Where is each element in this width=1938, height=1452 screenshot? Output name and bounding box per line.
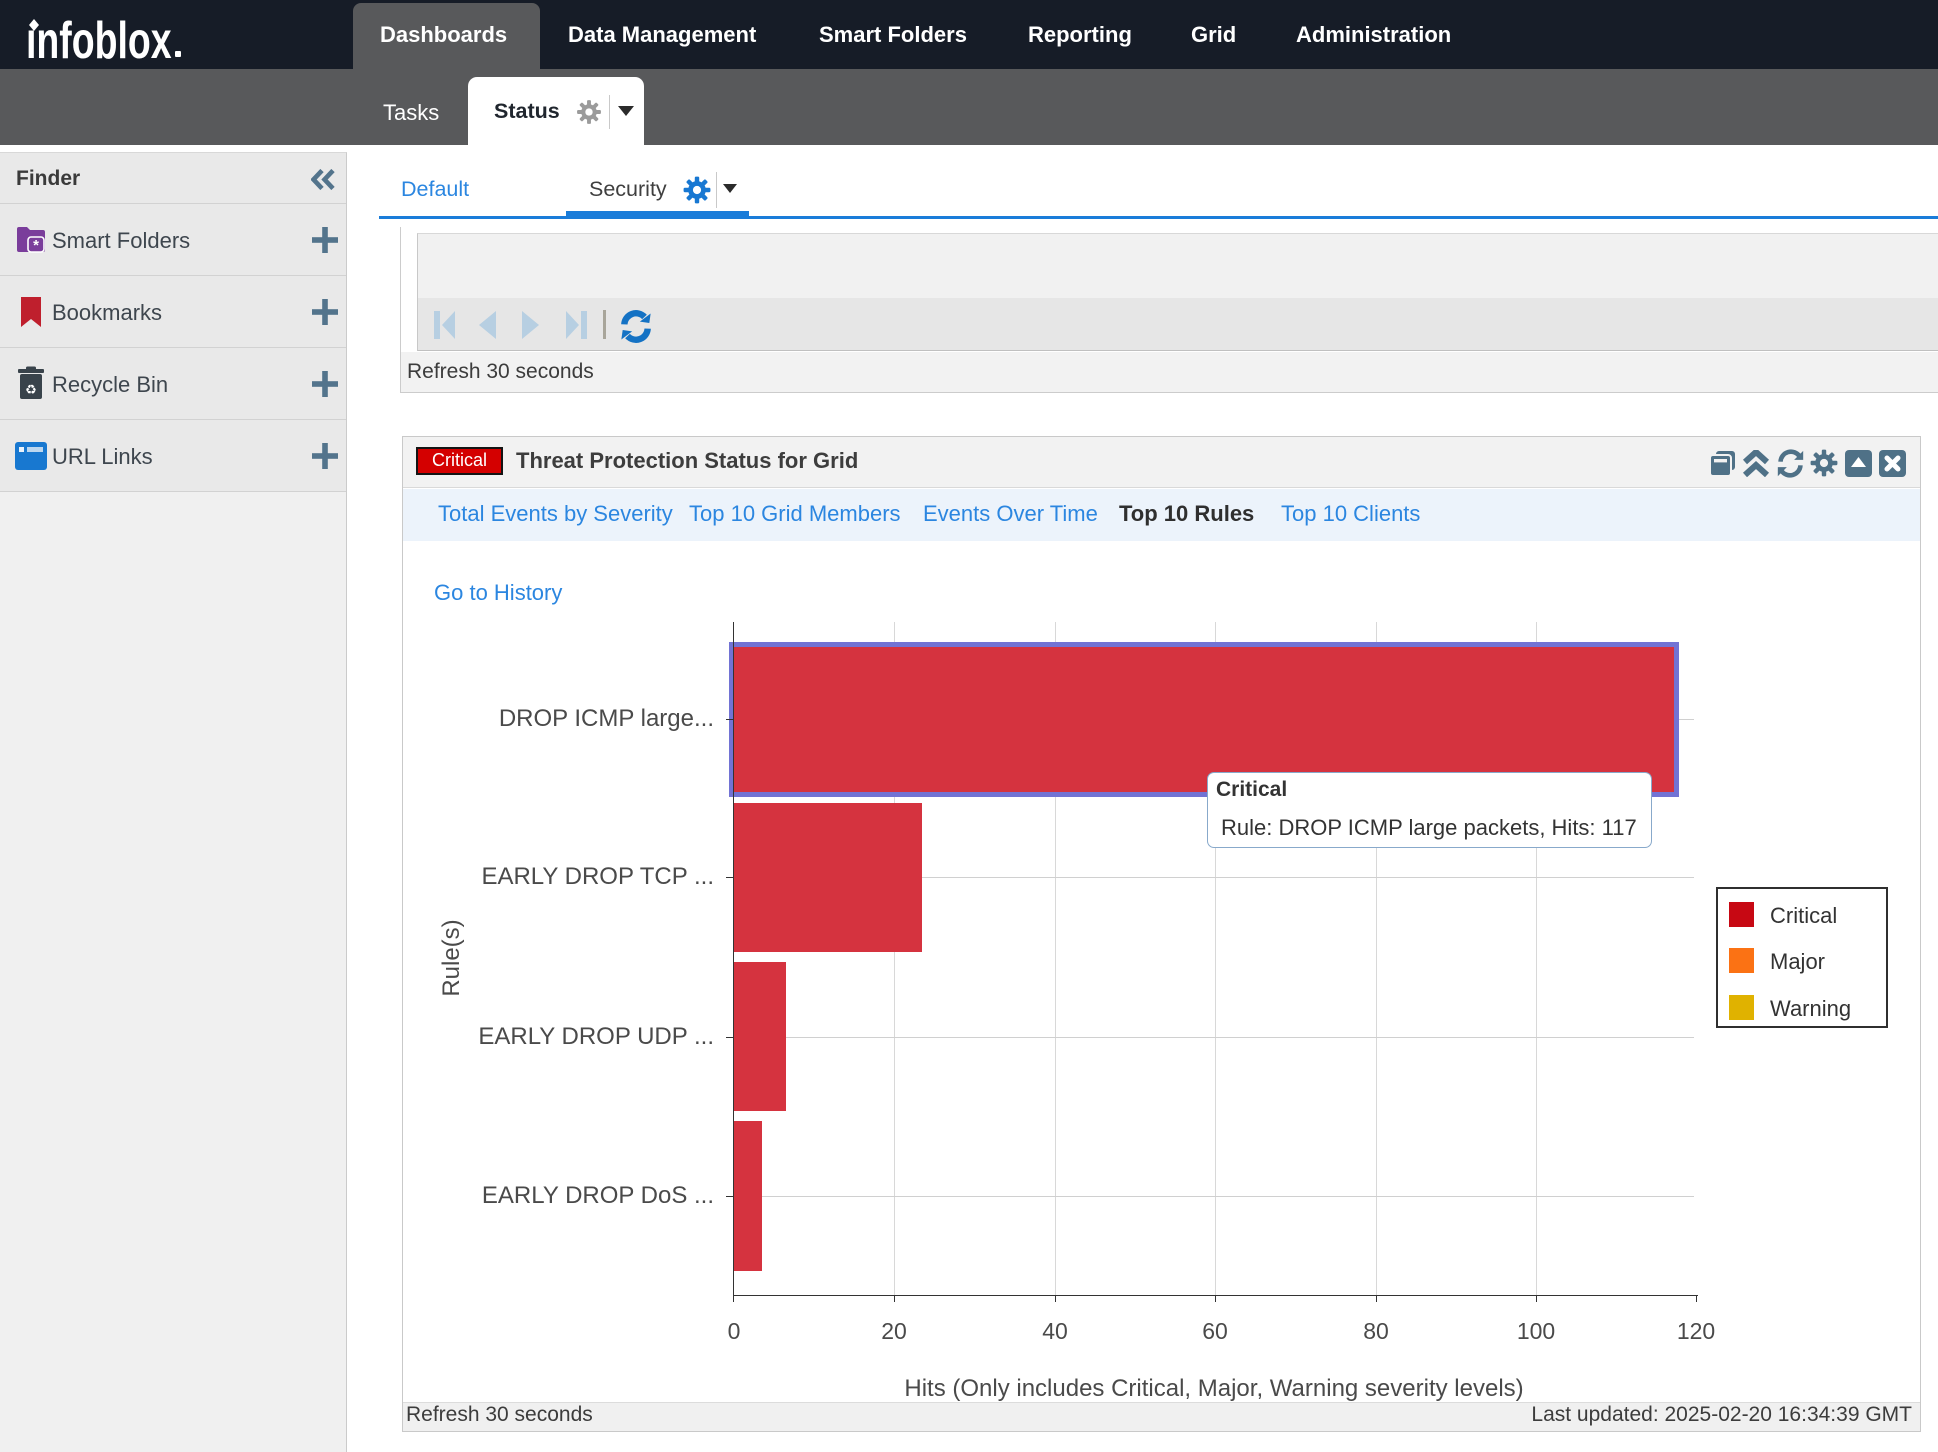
svg-text:*: * [33,237,39,254]
svg-text:♻: ♻ [25,382,37,397]
